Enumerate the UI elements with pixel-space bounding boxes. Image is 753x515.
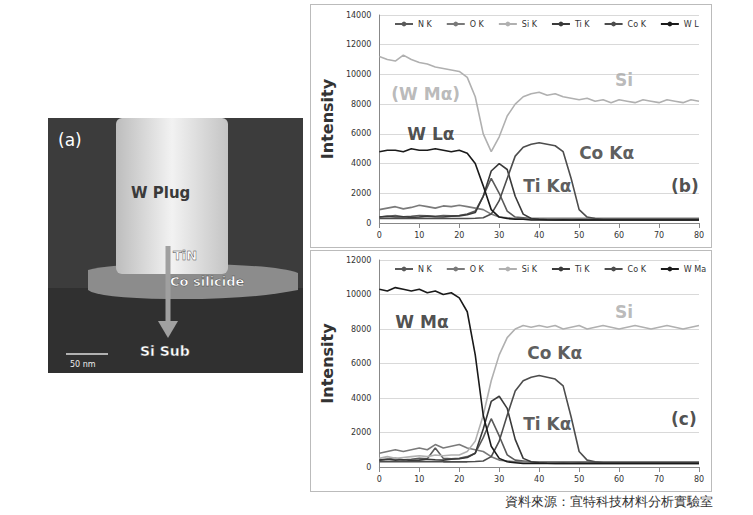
- svg-text:W L: W L: [684, 20, 699, 29]
- svg-text:W Plug: W Plug: [131, 184, 190, 202]
- svg-text:50 nm: 50 nm: [70, 360, 96, 369]
- svg-text:8000: 8000: [351, 325, 371, 334]
- svg-text:W Lα: W Lα: [407, 124, 454, 144]
- svg-text:6000: 6000: [351, 129, 371, 138]
- svg-text:20: 20: [454, 231, 464, 240]
- svg-text:O K: O K: [470, 265, 485, 274]
- svg-text:Si K: Si K: [522, 265, 538, 274]
- svg-text:30: 30: [494, 475, 504, 484]
- svg-text:10: 10: [414, 231, 424, 240]
- svg-text:8000: 8000: [351, 100, 371, 109]
- svg-text:(W Mα): (W Mα): [391, 84, 460, 104]
- svg-text:10: 10: [414, 475, 424, 484]
- svg-text:2000: 2000: [351, 428, 371, 437]
- svg-text:10000: 10000: [346, 70, 371, 79]
- svg-text:0: 0: [366, 219, 371, 228]
- svg-text:W Mα: W Mα: [395, 312, 448, 332]
- svg-text:50: 50: [574, 475, 584, 484]
- svg-text:70: 70: [654, 475, 664, 484]
- svg-text:Ti K: Ti K: [574, 265, 590, 274]
- svg-text:0: 0: [377, 231, 382, 240]
- svg-text:Co Kα: Co Kα: [579, 143, 634, 163]
- svg-text:Si Sub: Si Sub: [140, 343, 190, 359]
- svg-text:10000: 10000: [346, 290, 371, 299]
- svg-text:60: 60: [614, 231, 624, 240]
- svg-text:N K: N K: [418, 20, 433, 29]
- svg-text:12000: 12000: [346, 256, 371, 265]
- svg-text:4000: 4000: [351, 159, 371, 168]
- svg-text:80: 80: [694, 475, 704, 484]
- svg-text:TiN: TiN: [173, 248, 197, 263]
- html-text:資料來源：宜特科技材料分析實驗室: 資料來源：宜特科技材料分析實驗室: [505, 494, 713, 509]
- svg-text:Co K: Co K: [628, 20, 647, 29]
- svg-text:Si: Si: [615, 70, 633, 90]
- svg-text:4000: 4000: [351, 394, 371, 403]
- svg-text:Si K: Si K: [522, 20, 538, 29]
- svg-text:Co K: Co K: [628, 265, 647, 274]
- svg-text:80: 80: [694, 231, 704, 240]
- svg-text:40: 40: [534, 231, 544, 240]
- svg-text:Co Kα: Co Kα: [527, 343, 582, 363]
- svg-text:Intensity: Intensity: [318, 78, 337, 159]
- svg-text:N K: N K: [418, 265, 433, 274]
- svg-text:Ti K: Ti K: [574, 20, 590, 29]
- svg-text:Ti Kα: Ti Kα: [523, 414, 571, 434]
- svg-text:50: 50: [574, 231, 584, 240]
- svg-text:(b): (b): [671, 176, 699, 196]
- svg-text:(a): (a): [58, 130, 82, 150]
- svg-text:Co silicide: Co silicide: [170, 274, 245, 289]
- svg-text:(c): (c): [671, 409, 697, 429]
- svg-text:14000: 14000: [346, 11, 371, 20]
- svg-text:6000: 6000: [351, 359, 371, 368]
- svg-text:70: 70: [654, 231, 664, 240]
- svg-text:12000: 12000: [346, 40, 371, 49]
- svg-text:0: 0: [366, 463, 371, 472]
- svg-text:60: 60: [614, 475, 624, 484]
- svg-text:30: 30: [494, 231, 504, 240]
- svg-text:Intensity: Intensity: [318, 323, 337, 404]
- svg-text:20: 20: [454, 475, 464, 484]
- svg-text:O K: O K: [470, 20, 485, 29]
- svg-text:W Ma: W Ma: [684, 265, 706, 274]
- svg-text:2000: 2000: [351, 189, 371, 198]
- svg-text:0: 0: [377, 475, 382, 484]
- svg-text:40: 40: [534, 475, 544, 484]
- svg-text:Ti Kα: Ti Kα: [523, 176, 571, 196]
- svg-text:Si: Si: [615, 302, 633, 322]
